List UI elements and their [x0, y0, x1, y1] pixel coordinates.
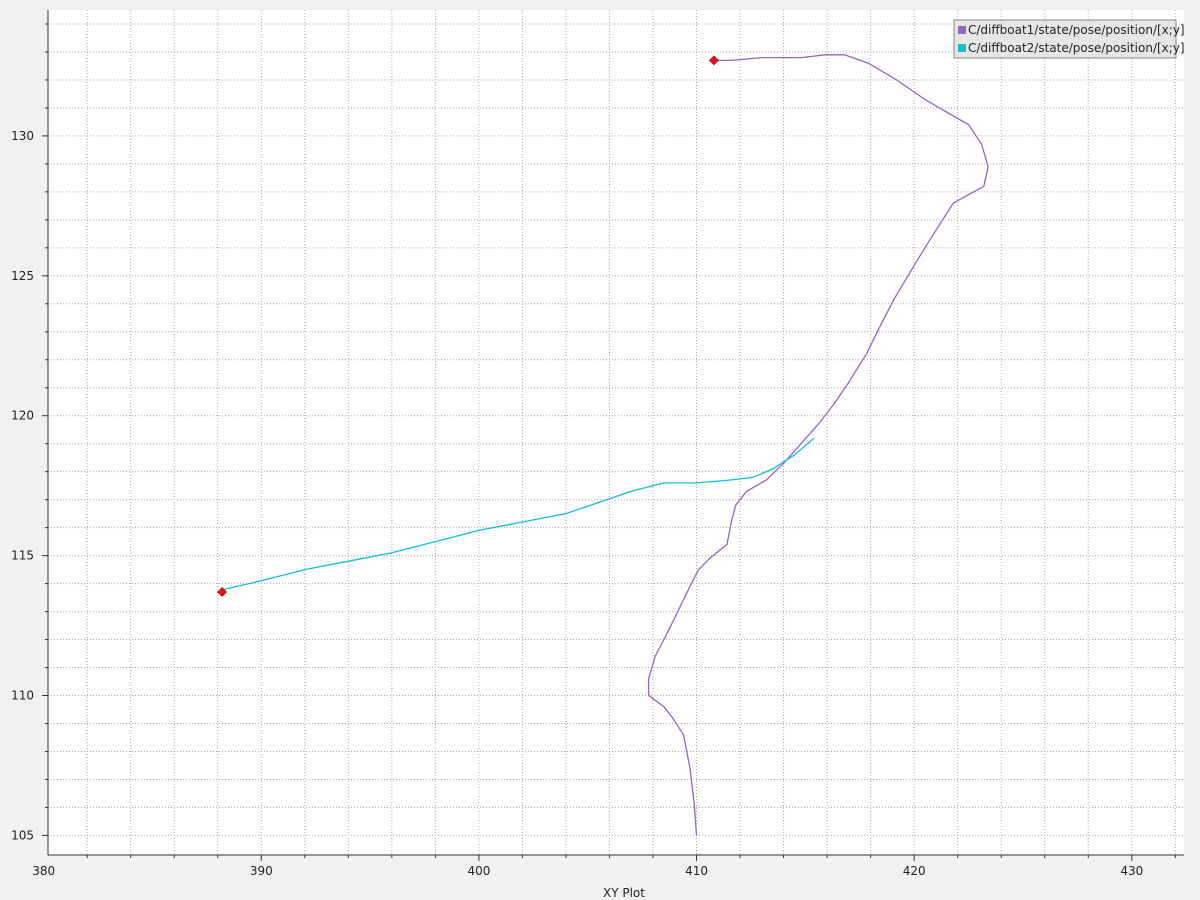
y-tick-label: 130	[11, 129, 34, 143]
grid-lines	[48, 10, 1184, 855]
x-axis-title: XY Plot	[603, 886, 645, 900]
x-tick-label: 420	[903, 864, 926, 878]
x-tick-label: 390	[250, 864, 273, 878]
start-markers	[217, 55, 719, 597]
legend-swatch	[958, 44, 966, 52]
axes	[47, 10, 1184, 856]
legend-swatch	[958, 26, 966, 34]
series-line-1	[647, 54, 989, 836]
y-tick-label: 125	[11, 269, 34, 283]
legend[interactable]: C/diffboat1/state/pose/position/[x;y] C/d…	[953, 19, 1185, 59]
series-line-2	[224, 437, 815, 590]
legend-entry[interactable]: C/diffboat1/state/pose/position/[x;y]	[968, 23, 1185, 37]
legend-entry[interactable]: C/diffboat2/state/pose/position/[x;y]	[968, 41, 1185, 55]
y-tick-label: 115	[11, 549, 34, 563]
y-tick-label: 110	[11, 689, 34, 703]
start-marker-1	[709, 55, 719, 66]
x-axis-ticks: 380 390 400 410 420 430	[32, 855, 1176, 878]
y-tick-label: 120	[11, 409, 34, 423]
x-tick-label: 410	[685, 864, 708, 878]
legend-box	[953, 19, 1177, 59]
x-tick-label: 380	[32, 864, 55, 878]
y-axis-ticks: 105 110 115 120 125 130	[11, 23, 48, 842]
data-series	[224, 54, 989, 836]
x-tick-label: 430	[1120, 864, 1143, 878]
x-tick-label: 400	[467, 864, 490, 878]
plot-background	[48, 10, 1184, 855]
y-tick-label: 105	[11, 828, 34, 842]
start-marker-2	[217, 587, 228, 597]
